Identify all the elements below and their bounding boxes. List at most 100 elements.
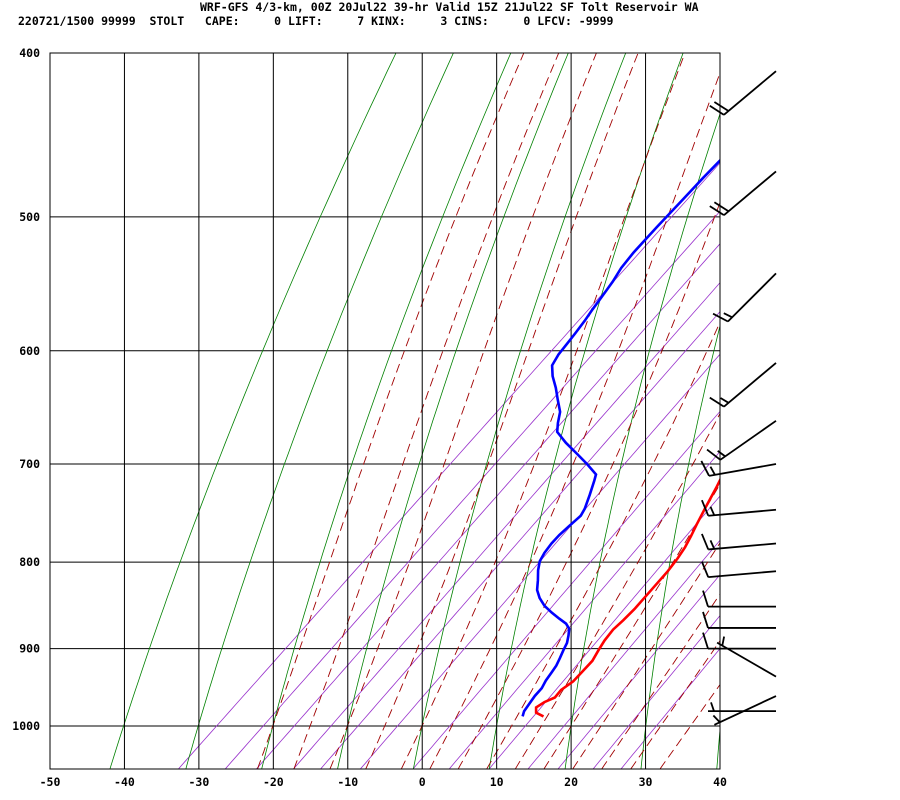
dry-adiabat-50 — [793, 15, 900, 769]
mixing-ratio-line-10 — [488, 495, 720, 769]
mixing-ratio-line-0.4 — [178, 162, 720, 769]
wind-barb-850 — [702, 590, 776, 608]
wind-barb-staff — [708, 570, 777, 579]
mixing-ratio-line-3 — [360, 353, 720, 769]
dry-adiabat--10 — [337, 53, 569, 769]
wind-barb-half-feather — [712, 714, 721, 723]
wind-barbs — [700, 70, 777, 726]
moist-adiabat-24 — [572, 542, 720, 769]
wind-barb-full-feather — [700, 460, 710, 477]
wind-barb-980 — [708, 702, 776, 713]
wind-barb-610 — [709, 362, 777, 408]
wind-barb-half-feather — [723, 312, 733, 319]
wind-barb-half-feather — [709, 540, 716, 550]
wind-barb-660 — [706, 420, 777, 461]
mixing-ratio-line-1 — [256, 243, 720, 769]
x-tick-label--40: -40 — [114, 775, 135, 789]
dry-adiabat--20 — [261, 53, 512, 769]
y-tick-label-500: 500 — [19, 210, 40, 224]
wind-barb-540 — [712, 272, 777, 323]
wind-barb-half-feather — [710, 702, 715, 712]
wind-barb-full-feather — [702, 632, 709, 649]
moist-adiabat-4 — [429, 71, 720, 769]
isotherm-lines — [123, 53, 647, 769]
wind-barb-half-feather — [721, 636, 725, 646]
y-tick-label-900: 900 — [19, 642, 40, 656]
wind-barb-745 — [701, 499, 777, 517]
wind-barb-half-feather — [717, 450, 726, 458]
mixing-ratio-line-7 — [449, 450, 720, 769]
wind-barb-780 — [701, 533, 777, 551]
y-tick-label-600: 600 — [19, 344, 40, 358]
x-tick-label-40: 40 — [713, 775, 727, 789]
dry-adiabat--30 — [185, 53, 454, 769]
wind-barb-half-feather — [709, 506, 716, 516]
wind-barb-staff — [723, 362, 777, 408]
moist-adiabat-20 — [543, 483, 720, 769]
wind-barb-staff — [708, 508, 777, 517]
wind-barb-full-feather — [709, 205, 725, 216]
wind-barb-half-feather — [709, 466, 716, 476]
dry-adiabat-10 — [488, 53, 684, 769]
wind-barb-staff — [708, 542, 777, 551]
wind-barb-staff — [723, 170, 777, 216]
wind-barb-full-feather — [702, 611, 709, 629]
plot-frame — [49, 52, 721, 770]
moist-adiabat-32 — [630, 640, 720, 769]
mixing-ratio-line-14 — [527, 539, 720, 769]
wind-barb-staff — [723, 70, 777, 116]
wind-barb-875 — [702, 611, 776, 629]
sounding-profiles — [521, 158, 720, 718]
x-tick-label-10: 10 — [490, 775, 504, 789]
moist-adiabat--20 — [257, 53, 525, 769]
stability-indices-line: 220721/1500 99999 STOLT CAPE: 0 LIFT: 7 … — [18, 14, 614, 28]
dry-adiabat-30 — [640, 324, 720, 769]
isobar-isotherm-grid — [50, 52, 720, 727]
dry-adiabat--40 — [109, 53, 397, 769]
dry-adiabat-lines — [109, 15, 900, 769]
dry-adiabat-60 — [869, 15, 900, 769]
y-tick-label-700: 700 — [19, 457, 40, 471]
mixing-ratio-line-30 — [620, 647, 720, 769]
moist-adiabat-0 — [400, 53, 686, 769]
x-tick-label--50: -50 — [40, 775, 61, 789]
moist-adiabat-12 — [486, 321, 720, 769]
mixing-ratio-line-18 — [557, 574, 720, 769]
wind-barb-full-feather — [701, 533, 710, 550]
wind-barb-full-feather — [701, 499, 710, 517]
y-tick-label-400: 400 — [19, 46, 40, 60]
mixing-ratio-line-0.7 — [225, 210, 720, 769]
x-tick-label-0: 0 — [419, 775, 426, 789]
model-run-title: WRF-GFS 4/3-km, 00Z 20Jul22 39-hr Valid … — [200, 0, 699, 14]
wind-barb-staff — [708, 463, 777, 477]
y-tick-label-1000: 1000 — [12, 719, 40, 733]
wind-barb-full-feather — [706, 448, 721, 461]
wind-barb-full-feather — [709, 396, 725, 408]
wind-barb-staff — [716, 641, 777, 678]
y-tick-labels: 400 500 600 700 800 900 1000 — [12, 46, 40, 733]
moist-adiabat--10 — [329, 53, 597, 769]
wind-barb-700 — [700, 460, 777, 477]
x-tick-label-20: 20 — [564, 775, 578, 789]
mixing-ratio-line-2 — [320, 311, 720, 769]
wind-barb-full-feather — [713, 101, 729, 112]
dewpoint-profile — [521, 158, 720, 717]
wind-barb-470 — [709, 170, 777, 216]
moist-adiabat-8 — [457, 201, 720, 769]
dry-adiabat-20 — [564, 112, 720, 769]
x-tick-label--10: -10 — [337, 775, 358, 789]
moist-adiabat--5 — [365, 53, 639, 769]
mixing-ratio-line-24 — [592, 615, 720, 769]
wind-barb-900 — [702, 632, 776, 650]
moist-adiabat--15 — [293, 53, 560, 769]
x-tick-label--30: -30 — [188, 775, 209, 789]
wind-barb-staff — [719, 420, 777, 461]
mixing-ratio-line-1.5 — [293, 282, 720, 769]
x-tick-labels: -50 -40 -30 -20 -10 0 10 20 30 40 — [40, 775, 727, 789]
wind-barb-full-feather — [709, 105, 725, 116]
sounding-header: WRF-GFS 4/3-km, 00Z 20Jul22 39-hr Valid … — [0, 0, 900, 36]
x-tick-label--20: -20 — [263, 775, 284, 789]
moist-adiabat-lines — [257, 53, 720, 769]
moist-adiabat-28 — [601, 593, 720, 769]
